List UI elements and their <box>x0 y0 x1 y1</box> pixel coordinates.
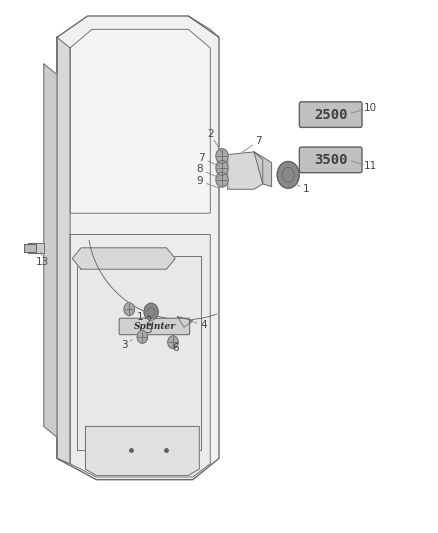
Text: 11: 11 <box>364 161 377 171</box>
Polygon shape <box>72 248 175 269</box>
Text: 2: 2 <box>145 316 152 326</box>
Text: 9: 9 <box>196 176 203 186</box>
Text: 1: 1 <box>303 184 310 194</box>
Text: 2: 2 <box>207 130 214 139</box>
FancyBboxPatch shape <box>299 147 362 173</box>
Polygon shape <box>77 256 201 450</box>
Text: 13: 13 <box>36 257 49 267</box>
Circle shape <box>137 330 148 343</box>
Text: 6: 6 <box>172 343 179 352</box>
FancyBboxPatch shape <box>119 318 190 335</box>
Polygon shape <box>44 64 57 437</box>
Circle shape <box>216 149 228 164</box>
Polygon shape <box>28 243 44 253</box>
FancyBboxPatch shape <box>24 244 36 252</box>
Circle shape <box>277 161 299 188</box>
Circle shape <box>168 336 178 349</box>
Text: 5: 5 <box>145 326 152 335</box>
FancyBboxPatch shape <box>299 102 362 127</box>
Text: 7: 7 <box>255 136 262 146</box>
Circle shape <box>124 303 134 316</box>
Text: 4: 4 <box>200 320 207 330</box>
Polygon shape <box>70 235 210 477</box>
Text: 2500: 2500 <box>314 108 347 122</box>
Polygon shape <box>254 152 272 187</box>
Text: 3500: 3500 <box>314 153 347 167</box>
Text: 10: 10 <box>364 103 377 113</box>
Text: Sprinter: Sprinter <box>134 322 175 331</box>
Polygon shape <box>70 29 210 213</box>
Circle shape <box>144 303 158 320</box>
Polygon shape <box>228 152 263 189</box>
Text: 7: 7 <box>198 154 205 163</box>
Polygon shape <box>177 317 193 327</box>
Circle shape <box>216 160 228 175</box>
Text: 8: 8 <box>196 165 203 174</box>
Polygon shape <box>85 426 199 475</box>
Polygon shape <box>57 16 219 480</box>
Text: 3: 3 <box>121 341 128 350</box>
Polygon shape <box>57 37 70 464</box>
Text: 1: 1 <box>137 312 144 322</box>
Circle shape <box>216 172 228 187</box>
